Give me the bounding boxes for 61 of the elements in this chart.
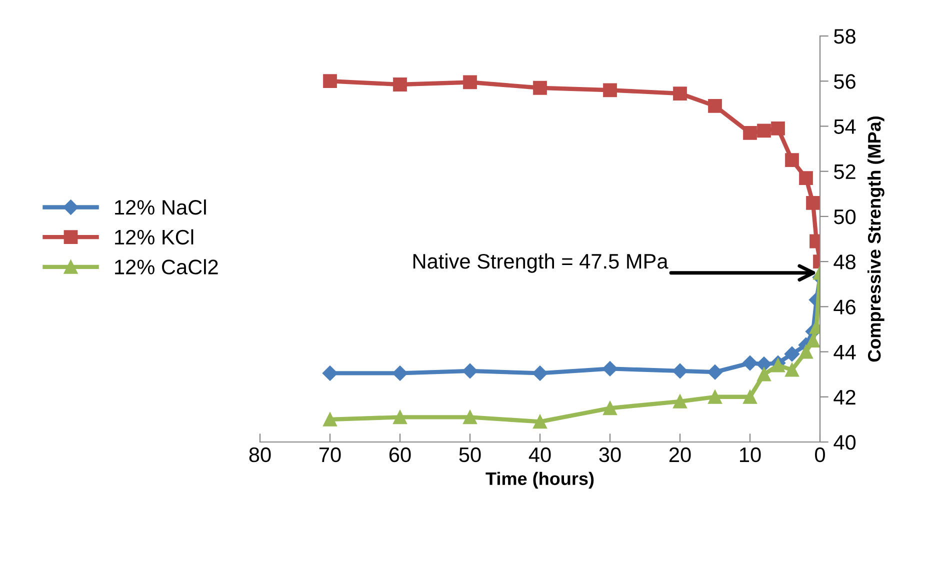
point: [323, 412, 337, 426]
point: [743, 126, 757, 140]
y-tick-label: 58: [834, 29, 856, 44]
point: [785, 362, 799, 377]
point: [463, 410, 477, 424]
point: [393, 410, 407, 424]
point: [708, 390, 722, 404]
point: [462, 363, 478, 379]
y-tick-label: 40: [834, 435, 856, 450]
x-axis-title: Time (hours): [486, 472, 594, 489]
point: [673, 394, 687, 408]
point: [392, 366, 408, 381]
point: [757, 367, 771, 382]
point: [532, 366, 548, 381]
point: [673, 86, 687, 100]
point: [603, 83, 617, 98]
point: [771, 358, 785, 372]
y-tick-label: 56: [834, 74, 856, 89]
x-tick-label: 40: [528, 447, 551, 462]
legend-label: 12% CaCl2: [115, 259, 218, 274]
y-tick-label: 44: [834, 344, 856, 360]
x-tick-label: 80: [249, 447, 271, 462]
point: [393, 78, 407, 92]
x-tick-label: 10: [740, 447, 761, 462]
x-tick-label: 70: [319, 447, 341, 462]
x-tick-label: 20: [669, 447, 691, 462]
y-tick-label: 48: [834, 254, 856, 270]
y-tick-label: 54: [834, 119, 856, 134]
point: [533, 414, 547, 429]
point: [756, 356, 772, 372]
x-tick-label: 50: [459, 447, 481, 462]
point: [785, 153, 799, 167]
point: [771, 122, 785, 136]
point: [707, 364, 723, 380]
point: [806, 196, 820, 210]
point: [603, 401, 617, 416]
point: [806, 334, 820, 348]
point: [533, 80, 547, 95]
x-tick-label: 0: [815, 447, 825, 462]
y-tick-label: 52: [834, 164, 856, 180]
legend-label: 12% NaCl: [115, 199, 206, 215]
point: [799, 344, 813, 359]
point: [757, 124, 771, 138]
y-axis-title: Compressive Strength (MPa): [867, 116, 884, 362]
point: [323, 74, 337, 88]
point: [784, 346, 800, 362]
legend-label: 12% KCl: [115, 229, 194, 245]
point: [602, 361, 618, 376]
point: [708, 98, 722, 113]
y-tick-label: 46: [834, 300, 856, 314]
y-tick-label: 50: [834, 209, 856, 224]
point: [463, 75, 477, 90]
y-tick-label: 42: [834, 390, 856, 404]
point: [672, 363, 688, 379]
x-tick-label: 30: [599, 447, 621, 462]
point: [799, 171, 813, 186]
point: [743, 390, 757, 404]
x-tick-label: 60: [389, 447, 411, 462]
annotation: Native Strength = 47.5 MPa: [413, 253, 668, 273]
point: [322, 366, 338, 381]
point: [742, 355, 758, 371]
